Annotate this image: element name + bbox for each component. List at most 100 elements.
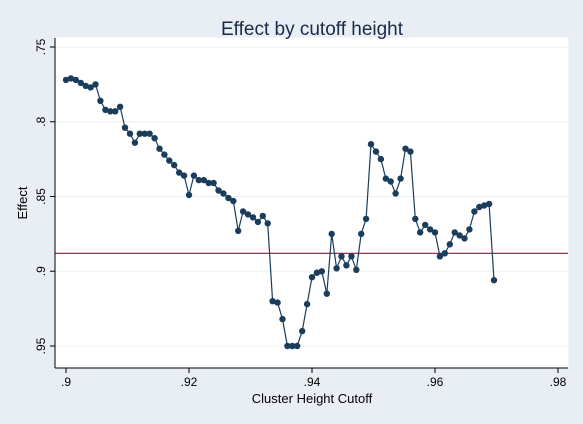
data-point xyxy=(264,220,271,227)
data-point xyxy=(259,212,266,220)
data-point xyxy=(171,161,178,169)
data-point xyxy=(397,175,404,182)
data-point xyxy=(323,290,330,297)
data-point xyxy=(362,215,370,223)
data-point xyxy=(107,108,114,115)
data-point xyxy=(402,145,409,152)
x-tick-label: .9 xyxy=(61,375,71,389)
data-point xyxy=(377,155,385,163)
data-point xyxy=(146,130,153,137)
data-point xyxy=(225,194,232,202)
data-point xyxy=(451,229,458,236)
x-tick-label: .96 xyxy=(427,375,444,389)
data-point xyxy=(294,342,301,350)
data-point xyxy=(466,226,473,233)
y-tick-label: .9 xyxy=(34,266,48,276)
data-point xyxy=(215,187,222,194)
data-point xyxy=(87,84,94,91)
data-point xyxy=(485,200,493,208)
data-point xyxy=(244,211,252,218)
data-point xyxy=(387,178,394,185)
data-point xyxy=(348,253,355,260)
data-point xyxy=(279,315,286,323)
data-point xyxy=(436,253,444,260)
data-point xyxy=(392,190,399,197)
data-point xyxy=(136,130,143,137)
data-point xyxy=(176,169,183,176)
data-point xyxy=(274,299,281,306)
data-point xyxy=(446,241,453,248)
x-tick-label: .94 xyxy=(304,375,321,389)
y-axis: .75 .8 .85 .9 .95 xyxy=(34,38,56,368)
x-axis-label: Cluster Height Cutoff xyxy=(252,391,373,406)
data-point xyxy=(161,151,168,158)
data-point xyxy=(426,226,434,233)
data-point xyxy=(343,262,350,269)
x-tick-label: .98 xyxy=(550,375,567,389)
data-point xyxy=(289,342,296,350)
data-point xyxy=(313,269,321,276)
x-axis: .9 .92 .94 .96 .98 xyxy=(55,367,568,389)
data-point xyxy=(249,214,257,221)
y-tick-label: .8 xyxy=(34,116,48,126)
grid-lines xyxy=(55,46,568,347)
data-point xyxy=(367,141,375,148)
data-point xyxy=(417,229,424,236)
data-point xyxy=(239,208,247,215)
data-point xyxy=(97,97,104,105)
data-point xyxy=(269,298,276,305)
series-markers xyxy=(62,75,498,350)
data-point xyxy=(131,139,139,146)
chart-title: Effect by cutoff height xyxy=(221,19,404,40)
data-point xyxy=(77,79,85,87)
data-point xyxy=(112,108,119,115)
data-point xyxy=(121,124,129,131)
data-point xyxy=(481,202,488,209)
data-point xyxy=(220,190,227,197)
data-point xyxy=(126,130,134,137)
data-point xyxy=(200,176,207,184)
data-point xyxy=(303,300,311,308)
data-point xyxy=(166,157,173,164)
data-point xyxy=(230,197,237,205)
data-point xyxy=(235,227,242,235)
data-point xyxy=(353,266,360,273)
data-point xyxy=(151,135,158,142)
data-point xyxy=(180,172,188,179)
data-point xyxy=(82,82,89,90)
data-point xyxy=(102,106,109,114)
data-point xyxy=(333,265,340,272)
data-point xyxy=(471,208,478,215)
data-point xyxy=(116,103,124,111)
data-point xyxy=(407,148,414,155)
data-point xyxy=(358,230,365,238)
data-point xyxy=(328,230,335,238)
data-point xyxy=(431,229,439,236)
data-point xyxy=(318,268,325,275)
y-tick-label: .75 xyxy=(34,38,48,55)
data-point xyxy=(441,250,448,257)
data-point xyxy=(308,274,316,281)
y-tick-label: .95 xyxy=(34,337,48,354)
data-point xyxy=(490,277,498,284)
data-point xyxy=(92,81,99,88)
data-point xyxy=(195,176,202,184)
y-tick-label: .85 xyxy=(34,188,48,205)
data-point xyxy=(461,235,468,242)
data-point xyxy=(156,145,163,152)
data-point xyxy=(254,218,262,226)
data-point xyxy=(72,76,80,84)
data-point xyxy=(422,221,429,229)
y-axis-label: Effect xyxy=(15,186,30,219)
data-point xyxy=(185,191,193,199)
data-point xyxy=(205,179,212,187)
series-line xyxy=(65,77,495,347)
data-point xyxy=(62,76,70,84)
data-point xyxy=(372,148,380,155)
data-point xyxy=(382,175,389,182)
data-point xyxy=(456,232,463,239)
series-path xyxy=(65,77,495,347)
data-point xyxy=(141,130,148,137)
x-tick-label: .92 xyxy=(181,375,198,389)
